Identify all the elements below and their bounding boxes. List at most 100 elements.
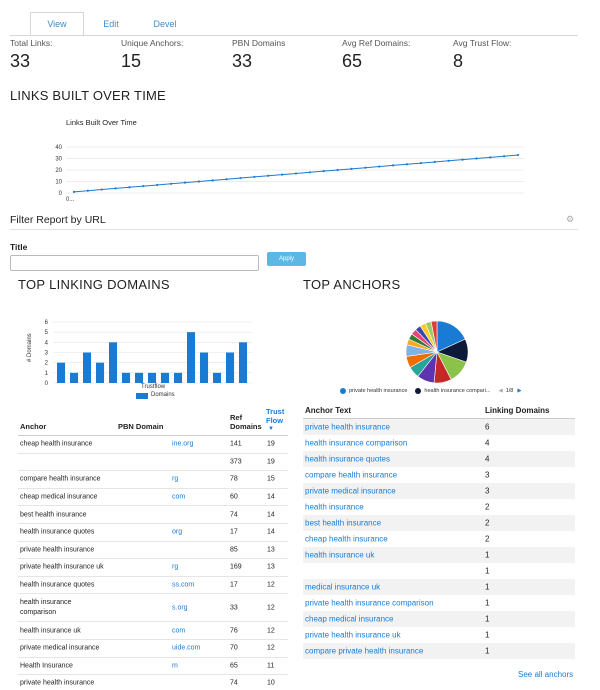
- cell-ref-domains: 17: [230, 528, 238, 536]
- anchor-link[interactable]: cheap medical insurance: [305, 614, 394, 624]
- pie-slice: [430, 320, 438, 353]
- stat-label: Unique Anchors:: [121, 38, 184, 48]
- table-row: health insurance comparison s.org 33 12: [18, 594, 288, 623]
- data-point: [281, 173, 284, 176]
- cell-trust-flow: 13: [267, 563, 275, 571]
- table-row: medical insurance uk 1: [303, 579, 575, 595]
- data-point: [253, 175, 256, 178]
- line-chart-title: Links Built Over Time: [66, 118, 137, 127]
- cell-linking-domains: 2: [485, 534, 490, 544]
- bar: [122, 372, 131, 383]
- cell-linking-domains: 3: [485, 470, 490, 480]
- cell-pbn-domain[interactable]: ss.com: [172, 581, 195, 589]
- cell-anchor: private medical insurance: [20, 644, 100, 652]
- pager-next-icon[interactable]: ▶: [517, 388, 522, 394]
- tab-divider: [10, 35, 578, 36]
- table-row: best health insurance 2: [303, 515, 575, 531]
- sort-desc-icon[interactable]: ▼: [268, 426, 274, 432]
- stat-total-links: Total Links: 33: [10, 38, 53, 72]
- bar: [213, 372, 222, 383]
- cell-pbn-domain[interactable]: rg: [172, 475, 179, 483]
- anchor-link[interactable]: cheap health insurance: [305, 534, 388, 544]
- filter-title: Filter Report by URL: [10, 214, 106, 226]
- y-tick-label: 10: [55, 180, 62, 186]
- col-pbn-domain[interactable]: PBN Domain: [118, 422, 164, 431]
- pager-prev-icon[interactable]: ◀: [498, 388, 503, 394]
- pie-legend: private health insurance health insuranc…: [340, 388, 522, 394]
- data-point: [183, 181, 187, 184]
- cell-pbn-domain[interactable]: org: [172, 528, 183, 536]
- table-row: health insurance 2: [303, 499, 575, 515]
- cell-ref-domains: 141: [230, 440, 242, 448]
- cell-anchor: cheap medical insurance: [20, 493, 98, 501]
- bar: [226, 352, 235, 383]
- anchor-link[interactable]: private medical insurance: [305, 486, 396, 496]
- bar: [174, 372, 183, 383]
- cell-pbn-domain[interactable]: uide.com: [172, 644, 201, 652]
- table-row: cheap medical insurance 1: [303, 611, 575, 627]
- anchor-link[interactable]: compare private health insurance: [305, 646, 424, 656]
- cell-pbn-domain[interactable]: m: [172, 662, 178, 670]
- cell-pbn-domain[interactable]: rg: [172, 563, 179, 571]
- apply-button[interactable]: Apply: [267, 252, 306, 266]
- data-point: [503, 155, 506, 158]
- cell-linking-domains: 4: [485, 454, 490, 464]
- col-anchor[interactable]: Anchor: [20, 422, 47, 431]
- col-ref-domains[interactable]: Ref Domains: [230, 413, 262, 431]
- cell-pbn-domain[interactable]: com: [172, 493, 186, 501]
- bar: [148, 372, 157, 383]
- anchor-link[interactable]: health insurance: [305, 502, 364, 512]
- cell-trust-flow: 19: [267, 458, 275, 466]
- cell-ref-domains: 17: [230, 581, 238, 589]
- cell-trust-flow: 14: [267, 528, 275, 536]
- anchor-link[interactable]: medical insurance uk: [305, 582, 381, 592]
- data-point: [461, 158, 464, 161]
- stat-unique-anchors: Unique Anchors: 15: [121, 38, 183, 72]
- data-point: [197, 180, 200, 183]
- links-heading: LINKS BUILT OVER TIME: [10, 88, 166, 103]
- cell-pbn-domain[interactable]: ine.org: [172, 440, 194, 448]
- stat-value: 8: [453, 51, 464, 71]
- table-row: compare private health insurance 1: [303, 643, 575, 659]
- top-anchors-heading: TOP ANCHORS: [303, 277, 401, 292]
- table-row: cheap health insurance 2: [303, 531, 575, 547]
- tab-edit[interactable]: Edit: [103, 19, 119, 29]
- anchor-link[interactable]: best health insurance: [305, 518, 382, 528]
- cell-pbn-domain[interactable]: s.org: [172, 604, 188, 612]
- title-filter-input[interactable]: [10, 255, 259, 271]
- table-row: private medical insurance 3: [303, 483, 575, 499]
- anchor-link[interactable]: health insurance comparison: [305, 438, 408, 448]
- cell-anchor: health insurance quotes: [20, 581, 95, 589]
- data-point: [364, 166, 367, 169]
- tab-devel[interactable]: Devel: [153, 19, 177, 29]
- gear-icon[interactable]: ⚙: [566, 214, 575, 224]
- table-row: private health insurance uk 1: [303, 627, 575, 643]
- cell-trust-flow: 12: [267, 627, 275, 635]
- col-trust-flow[interactable]: Trust Flow: [266, 407, 285, 425]
- anchor-link[interactable]: health insurance uk: [305, 550, 375, 560]
- cell-pbn-domain[interactable]: com: [172, 627, 186, 635]
- table-row: private health insurance comparison 1: [303, 595, 575, 611]
- data-point: [86, 189, 89, 192]
- data-point: [170, 182, 173, 185]
- cell-trust-flow: 12: [267, 581, 275, 589]
- tab-view[interactable]: View: [30, 12, 84, 36]
- top-anchors-table: Anchor Text Linking Domains private heal…: [303, 402, 575, 659]
- cell-anchor: Health Insurance: [20, 662, 73, 670]
- anchor-link[interactable]: private health insurance uk: [305, 630, 401, 640]
- cell-linking-domains: 3: [485, 486, 490, 496]
- see-all-anchors-link[interactable]: See all anchors: [518, 670, 574, 679]
- y-tick-label: 40: [55, 145, 62, 151]
- anchor-link[interactable]: private health insurance: [305, 422, 390, 432]
- stat-value: 15: [121, 51, 142, 71]
- table-row: health insurance quotes ss.com 17 12: [18, 577, 288, 595]
- anchor-link[interactable]: compare health insurance: [305, 470, 398, 480]
- pie-legend-item[interactable]: private health insurance: [349, 388, 408, 394]
- pie-legend-item[interactable]: health insurance compari...: [424, 388, 491, 394]
- cell-trust-flow: 12: [267, 644, 275, 652]
- anchor-link[interactable]: private health insurance comparison: [305, 598, 434, 608]
- table-body: private health insurance 6 health insuranc…: [303, 419, 575, 659]
- cell-trust-flow: 14: [267, 493, 275, 501]
- anchor-link[interactable]: health insurance quotes: [305, 454, 390, 464]
